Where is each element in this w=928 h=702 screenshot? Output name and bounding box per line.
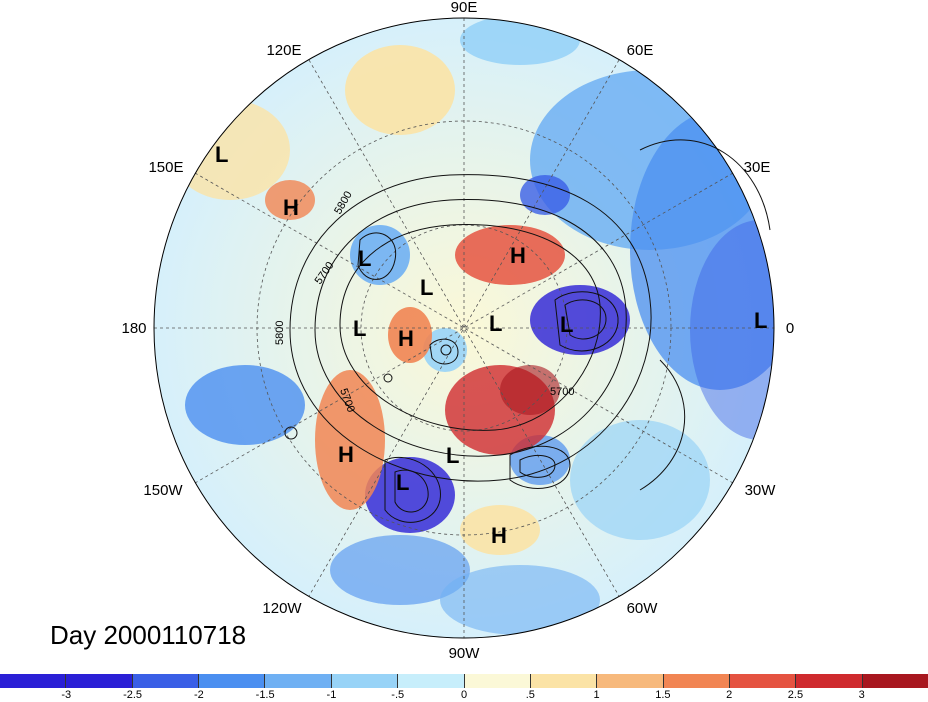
colorbar-tick-label: 1.5 (655, 689, 671, 701)
longitude-labels: 90E 60E 30E 0 30W 60W 90W 120W 150W 180 … (121, 0, 794, 662)
pressure-center-marker: H (398, 326, 414, 351)
pressure-center-marker: L (353, 316, 366, 341)
pressure-center-marker: H (338, 442, 354, 467)
pressure-center-marker: H (510, 243, 526, 268)
colorbar-ticks: -3 -2.5 -2 -1.5 -1 -.5 0 .5 1 1.5 2 2.5 3 (0, 689, 928, 702)
colorbar-tick-label: -2 (193, 689, 204, 701)
colorbar-segment (0, 674, 67, 688)
lon-label-90e: 90E (451, 0, 478, 16)
colorbar-segment (331, 674, 399, 688)
height-contours (284, 139, 771, 523)
lon-label-180: 180 (121, 320, 146, 337)
colorbar-tick-label: -1 (326, 689, 337, 701)
colorbar-segment (796, 674, 863, 688)
colorbar-segment (663, 674, 730, 688)
lon-label-120e: 120E (266, 42, 301, 59)
pressure-center-marker: L (754, 308, 767, 333)
colorbar-segment (729, 674, 797, 688)
colorbar-segment (265, 674, 332, 688)
colorbar-segment (132, 674, 200, 688)
pressure-center-marker: L (215, 142, 228, 167)
map-boundary (153, 17, 775, 639)
colorbar-segment (862, 674, 928, 688)
colorbar-tick-label: 2 (726, 689, 733, 701)
colorbar-tick-label: -2.5 (123, 689, 143, 701)
pressure-centers: L H L H L L H L L L H L L H (215, 142, 767, 548)
lon-label-0: 0 (786, 320, 794, 337)
colorbar-tick-label: 0 (460, 689, 468, 701)
lon-label-90w: 90W (449, 645, 481, 662)
pressure-center-marker: H (283, 195, 299, 220)
colorbar-tick-label: 3 (858, 689, 865, 701)
colorbar-tick-label: -1.5 (255, 689, 275, 701)
colorbar-segment (530, 674, 598, 688)
pressure-center-marker: L (396, 470, 409, 495)
pressure-center-marker: L (446, 443, 459, 468)
date-title: Day 2000110718 (50, 620, 247, 650)
pressure-center-marker: H (491, 523, 507, 548)
pressure-center-marker: L (358, 246, 371, 271)
contour-label: 5700 (550, 386, 574, 398)
graticule (154, 18, 774, 638)
colorbar-segment (398, 674, 465, 688)
lon-label-30w: 30W (745, 482, 777, 499)
pressure-center-marker: L (420, 275, 433, 300)
lon-label-30e: 30E (744, 159, 771, 176)
lon-label-150e: 150E (148, 159, 183, 176)
colorbar-segment (66, 674, 133, 688)
lon-label-120w: 120W (262, 600, 302, 617)
colorbar-tick-label: 2.5 (787, 689, 804, 701)
lon-label-150w: 150W (143, 482, 183, 499)
lon-label-60e: 60E (627, 42, 654, 59)
colorbar-tick-label: 1 (593, 689, 600, 701)
colorbar-segment (597, 674, 664, 688)
lon-label-60w: 60W (627, 600, 659, 617)
polar-stereographic-map: 5800 5700 5800 5700 5700 L H L H L L H L… (121, 0, 794, 662)
colorbar-tick-label: -.5 (391, 689, 405, 701)
colorbar-tick-label: .5 (525, 689, 535, 701)
pressure-center-marker: L (489, 311, 502, 336)
colorbar-segment (464, 674, 531, 688)
pressure-center-marker: L (560, 312, 573, 337)
colorbar-segment (199, 674, 266, 688)
colorbar (0, 674, 928, 688)
anomaly-field (154, 18, 774, 638)
colorbar-tick-label: -3 (61, 689, 72, 701)
contour-label: 5800 (274, 321, 286, 345)
